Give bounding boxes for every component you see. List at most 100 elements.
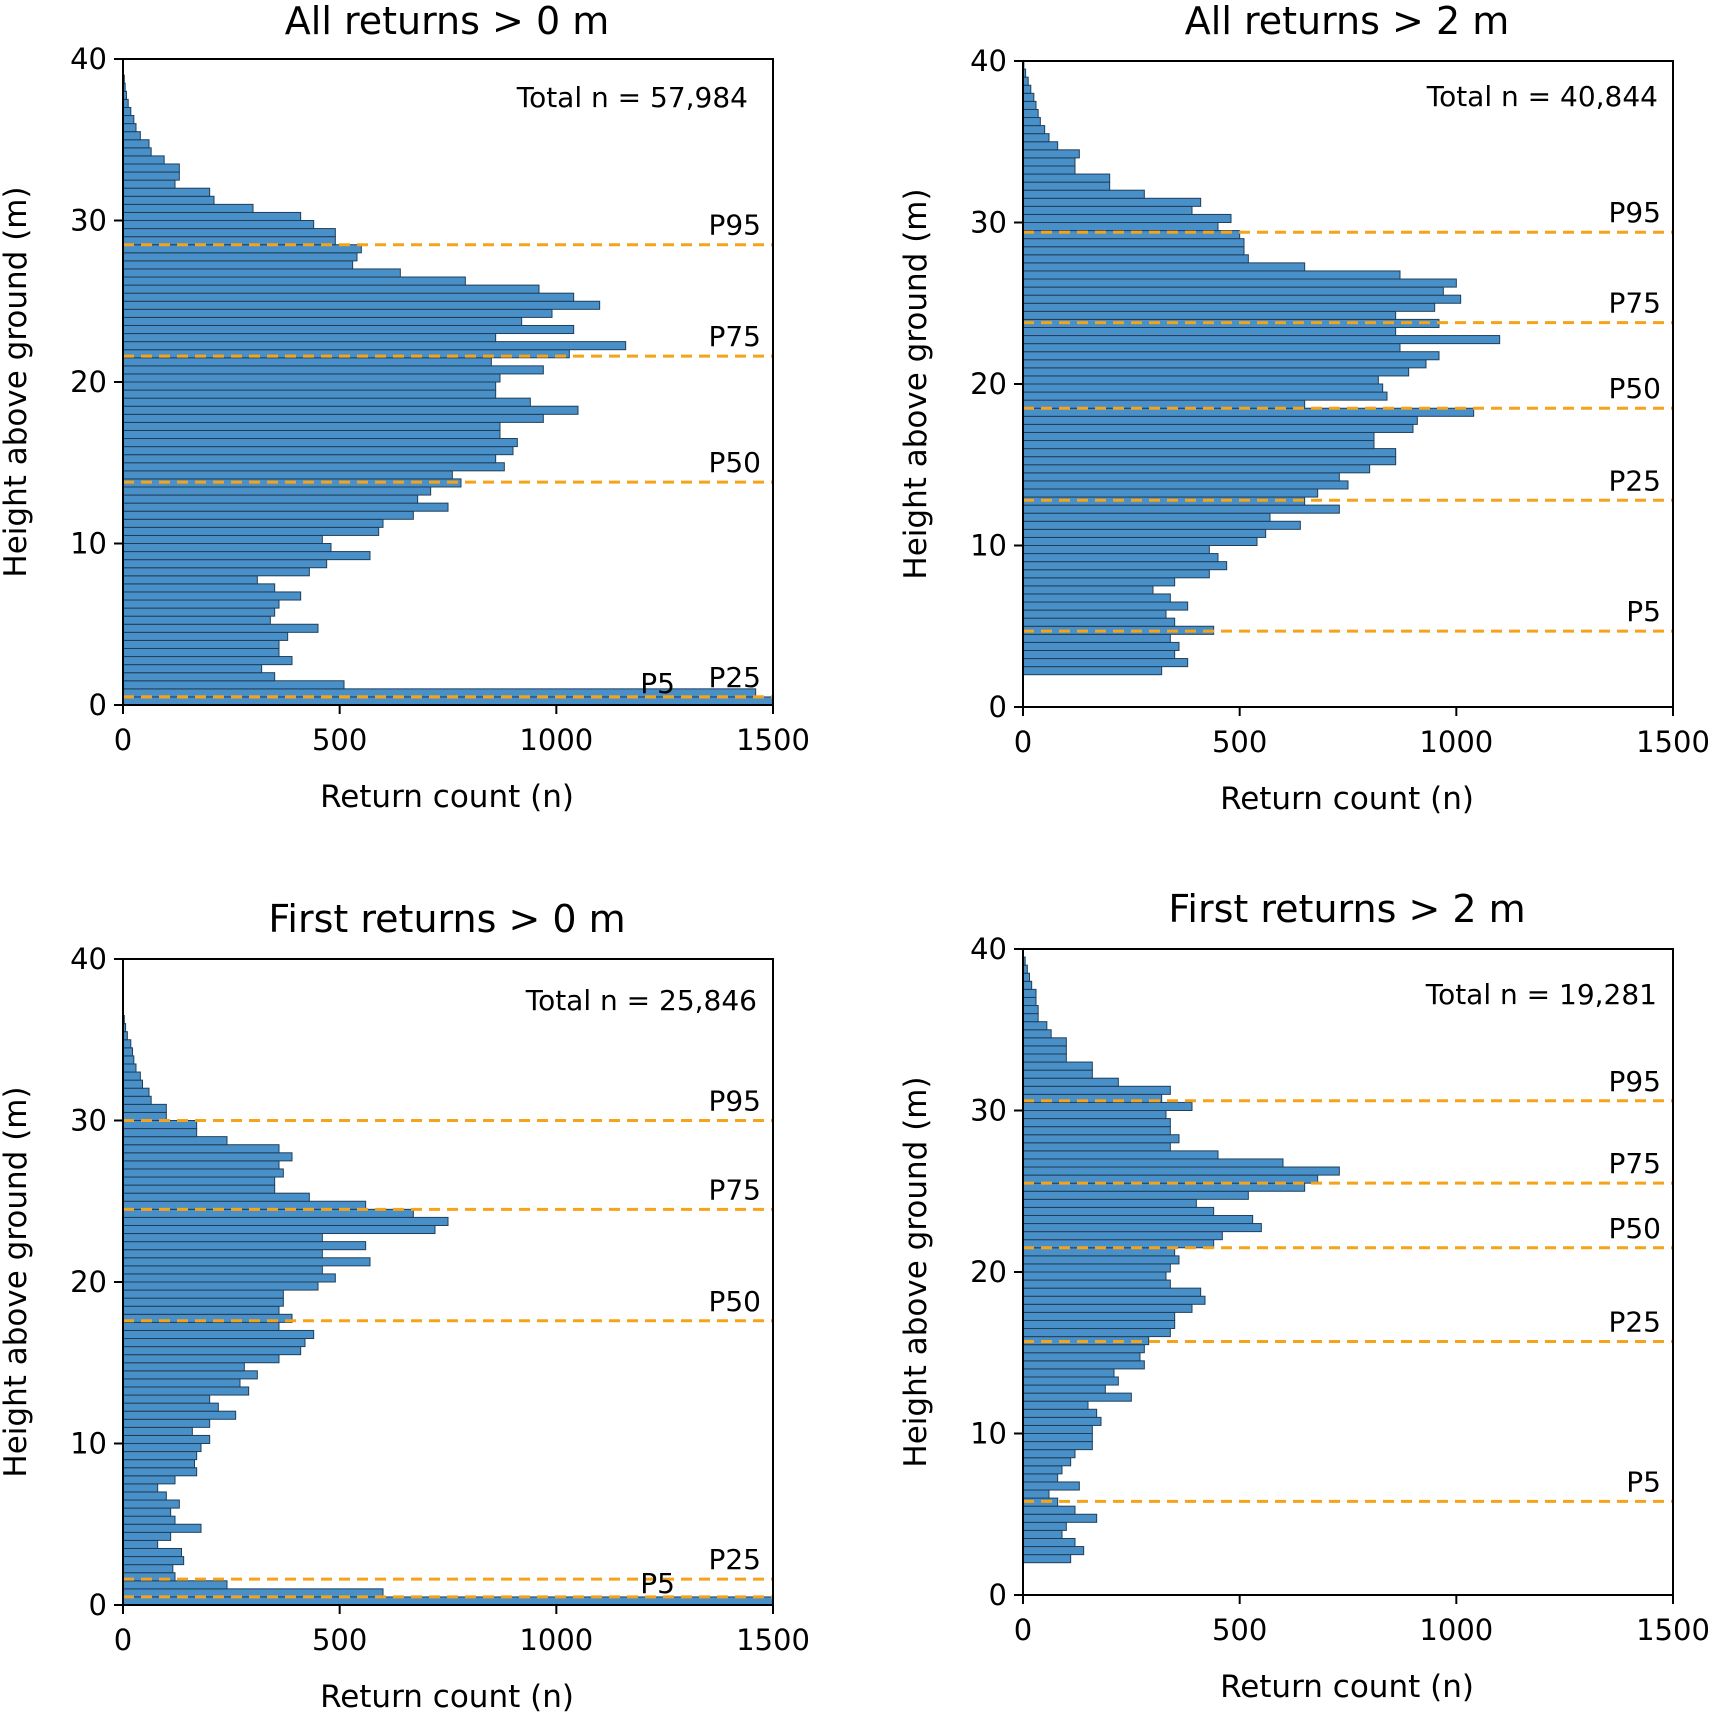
histogram-bar [122, 1402, 219, 1412]
histogram-bar [122, 559, 328, 569]
histogram-bar [1022, 84, 1032, 94]
x-tick-label: 1000 [519, 1623, 593, 1657]
histogram-bar [122, 462, 505, 472]
histogram-bar [1022, 359, 1427, 369]
histogram-bar [122, 1515, 176, 1525]
tick-group: 0 500 1000 1500 0 10 20 30 40 [970, 44, 1710, 759]
histogram-bar [122, 1410, 237, 1420]
histogram-bar [1022, 472, 1340, 482]
histogram-bar [122, 534, 323, 544]
histogram-bar [122, 276, 466, 286]
histogram-bar [1022, 1158, 1284, 1168]
histogram-bar [122, 139, 150, 149]
bar-group [122, 58, 774, 706]
histogram-bar [1022, 617, 1176, 627]
histogram-bar [122, 567, 310, 577]
histogram-bar [122, 1305, 280, 1315]
x-tick-label: 500 [1212, 1613, 1267, 1647]
percentile-label-p75: P75 [1608, 287, 1661, 320]
histogram-bar [1022, 1110, 1167, 1120]
histogram-bar [122, 607, 276, 617]
histogram-bar [122, 518, 384, 528]
y-tick-label: 30 [970, 206, 1007, 240]
histogram-bar [1022, 1344, 1145, 1354]
histogram-bar [122, 1079, 143, 1089]
histogram-bar [122, 300, 601, 310]
histogram-bar [122, 1580, 228, 1590]
x-tick-label: 500 [312, 1623, 367, 1657]
histogram-bar [122, 220, 315, 230]
histogram-bar [122, 163, 180, 173]
percentile-label-p50: P50 [1608, 1212, 1661, 1245]
y-tick-label: 20 [970, 367, 1007, 401]
histogram-bar [122, 1192, 310, 1202]
histogram-bar [122, 1329, 315, 1340]
histogram-bar [1022, 1368, 1115, 1378]
histogram-bar [1022, 1457, 1072, 1467]
histogram-bar [122, 1523, 202, 1533]
histogram-bar [122, 1063, 137, 1073]
histogram-bar [122, 171, 180, 181]
histogram-bar [122, 1321, 280, 1331]
histogram-bar [1022, 197, 1202, 207]
histogram-bar [1022, 1263, 1171, 1273]
x-tick-label: 1000 [1419, 725, 1493, 759]
histogram-bar [122, 1475, 176, 1485]
histogram-bar [1022, 1069, 1093, 1079]
histogram-bar [122, 1152, 293, 1162]
histogram-bar [122, 1176, 276, 1186]
percentile-label-p50: P50 [1608, 372, 1661, 405]
histogram-bar [122, 647, 280, 658]
histogram-bar [1022, 1287, 1202, 1297]
panel-title: First returns > 2 m [1168, 887, 1525, 931]
histogram-bar [1022, 1303, 1193, 1313]
histogram-bar [122, 454, 497, 464]
histogram-bar [1022, 294, 1462, 304]
histogram-bar [122, 1451, 198, 1461]
tick-group: 0 500 1000 1500 0 10 20 30 40 [70, 942, 810, 1657]
histogram-bar [122, 672, 276, 682]
histogram-bar [1022, 569, 1210, 579]
percentile-label-p75: P75 [1608, 1147, 1661, 1180]
histogram-bar [1022, 1126, 1171, 1136]
histogram-bar [1022, 456, 1397, 466]
x-tick-label: 0 [114, 1623, 132, 1657]
histogram-bar [1022, 157, 1076, 167]
histogram-bar [122, 1144, 280, 1154]
histogram-bar [1022, 1029, 1052, 1039]
y-tick-label: 0 [89, 688, 107, 722]
histogram-bar [122, 551, 371, 561]
histogram-bar [1022, 1513, 1098, 1523]
histogram-bar [1022, 488, 1319, 498]
percentile-label-p25: P25 [1608, 464, 1661, 497]
histogram-bar [1022, 504, 1340, 514]
histogram-bar [1022, 246, 1245, 256]
total-count-text: Total n = 57,984 [516, 81, 748, 114]
y-tick-label: 10 [970, 1417, 1007, 1451]
histogram-bar [1022, 1118, 1171, 1128]
histogram-bar [122, 1418, 211, 1428]
histogram-bar [1022, 141, 1059, 151]
histogram-bar [1022, 666, 1163, 676]
histogram-bar [1022, 343, 1401, 353]
histogram-bar [1022, 222, 1219, 232]
histogram-bar [122, 228, 336, 238]
histogram-bar [122, 260, 354, 270]
x-tick-label: 1500 [1636, 1613, 1710, 1647]
x-axis-label: Return count (n) [320, 1679, 574, 1713]
histogram-bar [122, 1491, 167, 1501]
y-tick-label: 0 [989, 690, 1007, 724]
histogram-bar [1022, 1416, 1102, 1426]
histogram-bar [122, 1136, 228, 1146]
histogram-bar [122, 397, 531, 407]
histogram-bar [122, 1087, 150, 1097]
histogram-bar [122, 438, 518, 448]
histogram-bar [122, 1249, 323, 1259]
histogram-bar [122, 1273, 336, 1283]
histogram-bar [122, 1297, 284, 1307]
histogram-bar [1022, 367, 1410, 377]
histogram-bar [122, 1378, 241, 1388]
histogram-bar [1022, 577, 1176, 587]
histogram-bar [1022, 1037, 1067, 1047]
histogram-bar [122, 1103, 167, 1113]
